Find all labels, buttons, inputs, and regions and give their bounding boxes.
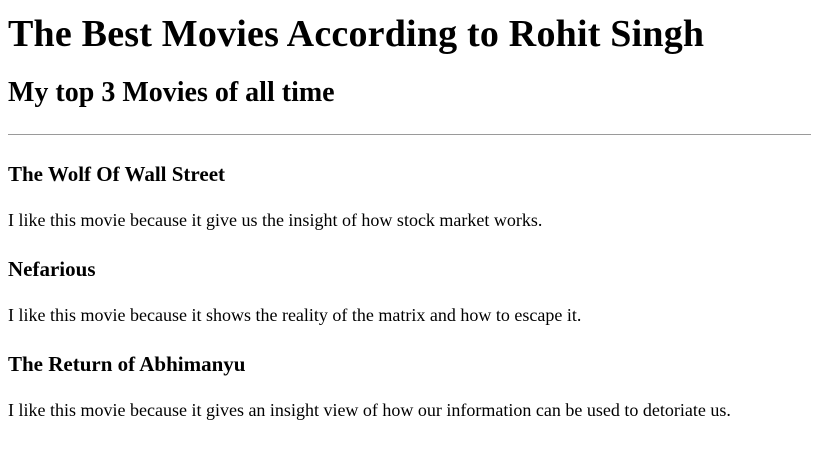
page-title: The Best Movies According to Rohit Singh bbox=[8, 13, 705, 55]
movie-item: Nefarious I like this movie because it s… bbox=[8, 256, 813, 326]
page-subtitle: My top 3 Movies of all time bbox=[8, 77, 335, 108]
movie-title: The Wolf Of Wall Street bbox=[8, 162, 226, 186]
movie-item: The Wolf Of Wall Street I like this movi… bbox=[8, 161, 813, 231]
movie-description: I like this movie because it shows the r… bbox=[8, 305, 582, 325]
page-content: The Best Movies According to Rohit Singh… bbox=[0, 12, 821, 421]
movie-title: The Return of Abhimanyu bbox=[8, 352, 246, 376]
movie-description: I like this movie because it give us the… bbox=[8, 210, 543, 230]
movie-title: Nefarious bbox=[8, 257, 96, 281]
divider bbox=[8, 134, 811, 135]
movie-description: I like this movie because it gives an in… bbox=[8, 400, 731, 420]
movie-item: The Return of Abhimanyu I like this movi… bbox=[8, 351, 813, 421]
